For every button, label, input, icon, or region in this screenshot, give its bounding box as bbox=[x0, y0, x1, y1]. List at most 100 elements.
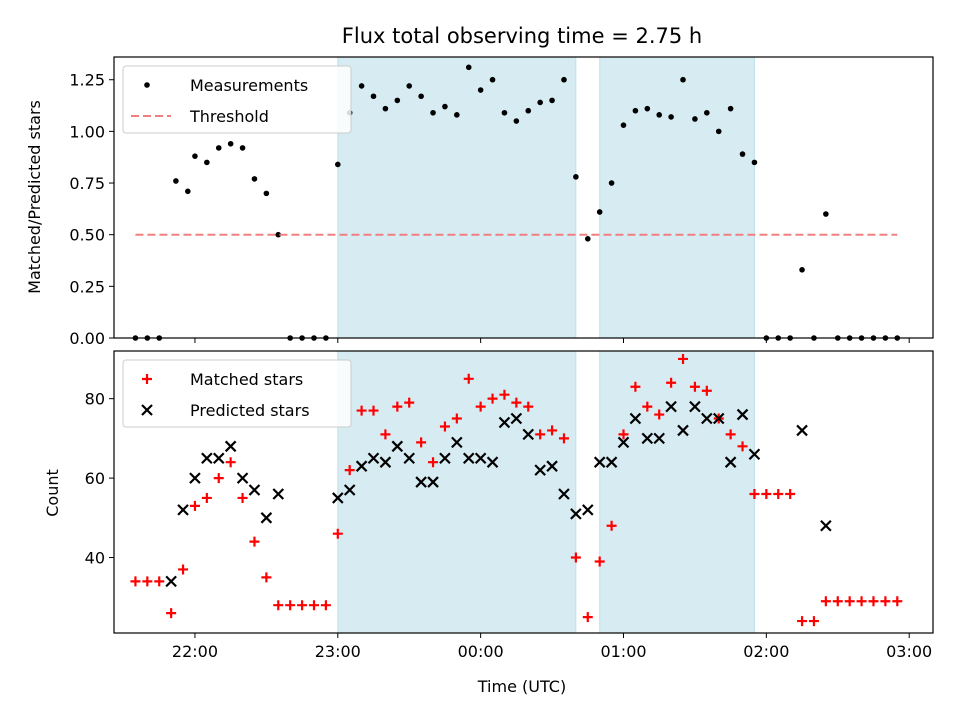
measurements-point-35 bbox=[537, 99, 543, 106]
measurements-point-59 bbox=[823, 211, 829, 217]
legend-label: Threshold bbox=[189, 107, 269, 126]
predicted-stars-point-18 bbox=[415, 476, 427, 488]
measurements-point-36 bbox=[549, 97, 555, 104]
measurements-point-45 bbox=[656, 112, 663, 118]
shaded-interval-2 bbox=[599, 350, 755, 634]
predicted-stars-point-33 bbox=[593, 456, 606, 468]
matched-stars-point-20 bbox=[356, 405, 367, 416]
measurements-point-20 bbox=[358, 83, 365, 89]
measurements-point-13 bbox=[275, 231, 282, 238]
predicted-stars-point-28 bbox=[534, 464, 546, 476]
matched-stars-point-19 bbox=[344, 465, 355, 476]
matched-stars-point-10 bbox=[237, 492, 248, 503]
matched-stars-point-60 bbox=[832, 596, 843, 607]
matched-stars-point-22 bbox=[380, 429, 391, 440]
measurements-point-51 bbox=[727, 105, 734, 112]
matched-stars-point-27 bbox=[439, 421, 450, 432]
predicted-stars-point-36 bbox=[629, 412, 642, 425]
matched-stars-point-49 bbox=[701, 385, 712, 396]
measurements-point-22 bbox=[382, 105, 389, 112]
bottom-ylabel: Count bbox=[43, 469, 62, 517]
measurements-point-24 bbox=[406, 83, 413, 89]
matched-stars-point-30 bbox=[475, 401, 486, 412]
matched-stars-point-57 bbox=[797, 616, 808, 627]
measurements-point-49 bbox=[704, 109, 710, 116]
matched-stars-point-58 bbox=[808, 616, 819, 627]
matched-stars-point-65 bbox=[892, 596, 903, 607]
predicted-stars-point-38 bbox=[653, 432, 665, 445]
matched-stars-point-41 bbox=[606, 520, 617, 531]
matched-stars-point-42 bbox=[618, 429, 629, 440]
matched-stars-point-33 bbox=[511, 397, 522, 408]
predicted-stars-point-40 bbox=[677, 424, 689, 437]
matched-stars-point-36 bbox=[547, 425, 558, 436]
measurements-point-11 bbox=[251, 176, 258, 182]
measurements-point-52 bbox=[739, 151, 746, 157]
matched-stars-point-29 bbox=[463, 373, 474, 384]
x-tick-label: 02:00 bbox=[743, 642, 789, 661]
matched-stars-point-43 bbox=[630, 381, 641, 392]
matched-stars-point-25 bbox=[416, 437, 427, 448]
axes-frame-1 bbox=[113, 56, 934, 339]
y-tick-label: 0.25 bbox=[69, 277, 105, 296]
legend-swatch bbox=[141, 404, 153, 416]
predicted-stars-point-35 bbox=[617, 436, 630, 449]
predicted-stars-point-44 bbox=[724, 456, 737, 468]
y-tick-label: 1.25 bbox=[69, 71, 105, 90]
measurements-point-38 bbox=[573, 174, 579, 180]
legend-2: Matched stars Predicted stars bbox=[122, 359, 352, 428]
measurements-point-5 bbox=[185, 188, 191, 195]
predicted-stars-point-10 bbox=[272, 488, 285, 500]
predicted-stars-point-42 bbox=[701, 412, 713, 425]
x-tick-label: 22:00 bbox=[172, 642, 218, 661]
measurements-point-6 bbox=[192, 153, 198, 159]
predicted-stars-point-4 bbox=[201, 452, 213, 465]
predicted-stars-point-16 bbox=[391, 440, 404, 453]
legend-box bbox=[122, 359, 352, 428]
predicted-stars-point-19 bbox=[427, 476, 439, 488]
matched-stars-point-35 bbox=[535, 429, 546, 440]
measurements-point-31 bbox=[489, 76, 496, 83]
measurements-point-18 bbox=[334, 161, 341, 168]
predicted-stars-point-12 bbox=[343, 484, 356, 496]
measurements-point-8 bbox=[215, 145, 222, 151]
measurements-point-42 bbox=[620, 122, 627, 128]
predicted-stars-point-34 bbox=[605, 456, 618, 468]
matched-stars-point-18 bbox=[332, 528, 343, 539]
matched-stars-point-3 bbox=[154, 576, 165, 587]
matched-stars-point-2 bbox=[142, 576, 153, 587]
predicted-stars-point-47 bbox=[796, 424, 808, 437]
predicted-stars-point-14 bbox=[367, 452, 380, 465]
predicted-stars-point-23 bbox=[474, 452, 487, 465]
x-tick-label: 01:00 bbox=[600, 642, 646, 661]
measurements-point-40 bbox=[596, 209, 603, 215]
matched-stars-point-40 bbox=[594, 556, 605, 567]
matched-stars-point-37 bbox=[558, 433, 569, 444]
measurements-point-41 bbox=[608, 180, 615, 186]
predicted-stars-point-31 bbox=[570, 508, 582, 520]
y-tick-label: 0.75 bbox=[69, 174, 105, 193]
measurements-point-29 bbox=[465, 64, 472, 71]
measurements-point-4 bbox=[173, 178, 179, 184]
y-tick-label: 40 bbox=[85, 549, 105, 568]
predicted-stars-point-27 bbox=[522, 428, 535, 441]
matched-stars-point-21 bbox=[368, 405, 379, 416]
matched-stars-point-59 bbox=[820, 596, 831, 607]
predicted-stars-point-32 bbox=[582, 504, 594, 516]
top-ylabel: Matched/Predicted stars bbox=[25, 100, 44, 294]
legend-label: Matched stars bbox=[190, 370, 303, 389]
matched-stars-point-9 bbox=[225, 457, 236, 468]
predicted-stars-point-13 bbox=[355, 460, 368, 472]
legend-swatch bbox=[142, 374, 152, 384]
predicted-stars-point-45 bbox=[736, 408, 749, 421]
matched-stars-point-61 bbox=[844, 596, 855, 607]
predicted-stars-point-15 bbox=[379, 456, 392, 468]
matched-stars-point-26 bbox=[428, 457, 439, 468]
predicted-stars-point-2 bbox=[177, 504, 189, 516]
legend-label: Predicted stars bbox=[190, 401, 310, 420]
x-tick-label: 23:00 bbox=[315, 642, 361, 661]
matched-stars-point-5 bbox=[178, 564, 189, 575]
predicted-stars-point-7 bbox=[236, 472, 249, 484]
measurements-point-23 bbox=[394, 97, 401, 104]
xlabel: Time (UTC) bbox=[477, 677, 566, 696]
